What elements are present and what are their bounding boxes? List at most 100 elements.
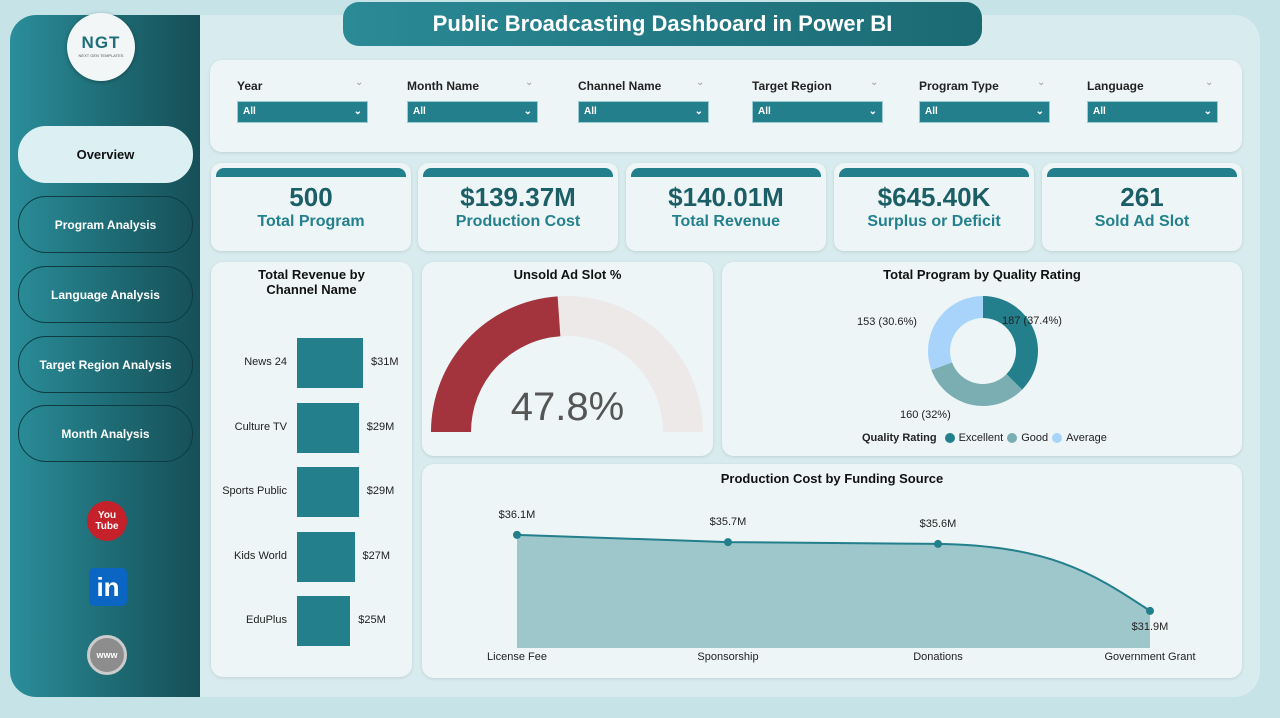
bar-value-label: $31M: [371, 356, 399, 368]
filter-dropdown-program-type[interactable]: All ⌄: [919, 101, 1050, 123]
legend-dot-good: [1007, 433, 1018, 443]
kpi-card-production-cost: $139.37M Production Cost: [418, 163, 618, 251]
kpi-accent-bar: [839, 168, 1029, 177]
filter-clear-chevron-icon[interactable]: ⌄: [696, 77, 705, 88]
legend-title: Quality Rating: [862, 432, 937, 444]
legend-good[interactable]: Good: [1021, 432, 1049, 444]
page-title: Public Broadcasting Dashboard in Power B…: [343, 2, 982, 46]
production-cost-card: Production Cost by Funding Source $36.1M…: [422, 464, 1242, 678]
filter-value: All: [1093, 106, 1106, 117]
donut-slice-excellent[interactable]: [983, 296, 1038, 390]
filter-dropdown-language[interactable]: All ⌄: [1087, 101, 1218, 123]
bar-eduplus[interactable]: [297, 596, 351, 646]
revenue-chart-title: Total Revenue by Channel Name: [258, 267, 365, 297]
donut-slice-good[interactable]: [931, 362, 1023, 406]
kpi-label: Sold Ad Slot: [1094, 213, 1190, 230]
nav-program-analysis[interactable]: Program Analysis: [18, 196, 193, 253]
filter-clear-chevron-icon[interactable]: ⌄: [870, 77, 879, 88]
legend-excellent[interactable]: Excellent: [958, 432, 1004, 444]
chevron-down-icon: ⌄: [523, 106, 532, 117]
bar-news-24[interactable]: [297, 338, 364, 388]
filter-label-program-type: Program Type: [919, 79, 999, 93]
logo-text: NGT: [81, 33, 121, 52]
legend-average[interactable]: Average: [1066, 432, 1107, 444]
gauge-value: 47.8%: [510, 385, 625, 429]
ngt-logo: NGT NEXT GEN TEMPLATES: [67, 13, 135, 81]
donut-slice-average[interactable]: [928, 296, 983, 370]
area-point[interactable]: [513, 530, 521, 539]
filter-clear-chevron-icon[interactable]: ⌄: [525, 77, 534, 88]
kpi-value: 261: [1120, 182, 1164, 212]
bar-category-label: EduPlus: [246, 614, 287, 626]
bar-category-label: Kids World: [234, 549, 287, 562]
area-title: Production Cost by Funding Source: [720, 471, 944, 486]
filter-value: All: [413, 106, 426, 117]
legend-dot-average: [1052, 433, 1063, 443]
area-category-label: License Fee: [487, 651, 547, 663]
chevron-down-icon: ⌄: [1203, 106, 1212, 117]
bar-category-label: News 24: [244, 356, 287, 368]
filter-dropdown-year[interactable]: All ⌄: [237, 101, 368, 123]
website-label: www: [96, 650, 118, 660]
donut-legend: Quality Rating Excellent Good Average: [862, 432, 1107, 444]
filter-clear-chevron-icon[interactable]: ⌄: [1205, 77, 1214, 88]
filter-panel: [210, 60, 1242, 152]
area-fill: [517, 534, 1150, 648]
kpi-card-sold-ad-slot: 261 Sold Ad Slot: [1042, 163, 1242, 251]
kpi-accent-bar: [1047, 168, 1237, 177]
linkedin-icon[interactable]: in: [89, 568, 127, 606]
kpi-card-total-program: 500 Total Program: [211, 163, 411, 251]
youtube-icon[interactable]: You Tube: [87, 501, 127, 541]
nav-month-analysis[interactable]: Month Analysis: [18, 405, 193, 462]
kpi-card-surplus-or-deficit: $645.40K Surplus or Deficit: [834, 163, 1034, 251]
area-value-label: $35.7M: [709, 516, 747, 529]
nav-language-analysis[interactable]: Language Analysis: [18, 266, 193, 323]
nav-overview[interactable]: Overview: [18, 126, 193, 183]
bar-value-label: $29M: [366, 485, 395, 497]
gauge-title: Unsold Ad Slot %: [513, 267, 622, 282]
donut-label-average: 153 (30.6%): [857, 316, 917, 328]
area-point[interactable]: [1146, 606, 1154, 615]
linkedin-label: in: [96, 572, 120, 602]
chevron-down-icon: ⌄: [694, 106, 703, 117]
bar-culture-tv[interactable]: [297, 402, 359, 453]
kpi-value: $645.40K: [877, 182, 991, 212]
gauge-chart: [431, 296, 703, 432]
filter-value: All: [584, 106, 597, 117]
filter-value: All: [925, 106, 938, 117]
youtube-label: You Tube: [95, 510, 119, 532]
area-chart: [513, 530, 1154, 648]
donut-label-excellent: 187 (37.4%): [1002, 315, 1062, 327]
kpi-card-total-revenue: $140.01M Total Revenue: [626, 163, 826, 251]
filter-dropdown-channel-name[interactable]: All ⌄: [578, 101, 709, 123]
legend-dot-excellent: [944, 433, 955, 443]
kpi-value: $140.01M: [668, 182, 784, 212]
bar-value-label: $25M: [358, 614, 386, 626]
area-category-label: Donations: [913, 651, 963, 663]
website-icon[interactable]: www: [87, 635, 127, 675]
area-value-label: $31.9M: [1131, 620, 1169, 633]
bar-category-label: Culture TV: [234, 420, 287, 433]
filter-dropdown-month-name[interactable]: All ⌄: [407, 101, 538, 123]
bar-sports-public[interactable]: [297, 467, 359, 517]
donut-label-good: 160 (32%): [900, 409, 951, 421]
area-line: [516, 533, 1151, 612]
area-point[interactable]: [724, 538, 732, 547]
donut-title: Total Program by Quality Rating: [883, 267, 1081, 282]
bar-kids-world[interactable]: [297, 531, 355, 582]
gauge-fill: [431, 296, 561, 432]
filter-label-channel-name: Channel Name: [578, 79, 662, 93]
donut-chart: [928, 296, 1038, 406]
filter-clear-chevron-icon[interactable]: ⌄: [355, 77, 364, 88]
kpi-label: Surplus or Deficit: [867, 213, 1001, 230]
kpi-accent-bar: [216, 168, 406, 177]
filter-label-language: Language: [1087, 79, 1144, 93]
logo-subtext: NEXT GEN TEMPLATES: [78, 53, 124, 58]
filter-label-year: Year: [237, 79, 263, 93]
filter-clear-chevron-icon[interactable]: ⌄: [1037, 77, 1046, 88]
nav-target-region-analysis[interactable]: Target Region Analysis: [18, 336, 193, 393]
bar-category-label: Sports Public: [222, 485, 287, 497]
area-point[interactable]: [934, 539, 942, 548]
area-value-label: $35.6M: [919, 517, 957, 530]
filter-dropdown-target-region[interactable]: All ⌄: [752, 101, 883, 123]
